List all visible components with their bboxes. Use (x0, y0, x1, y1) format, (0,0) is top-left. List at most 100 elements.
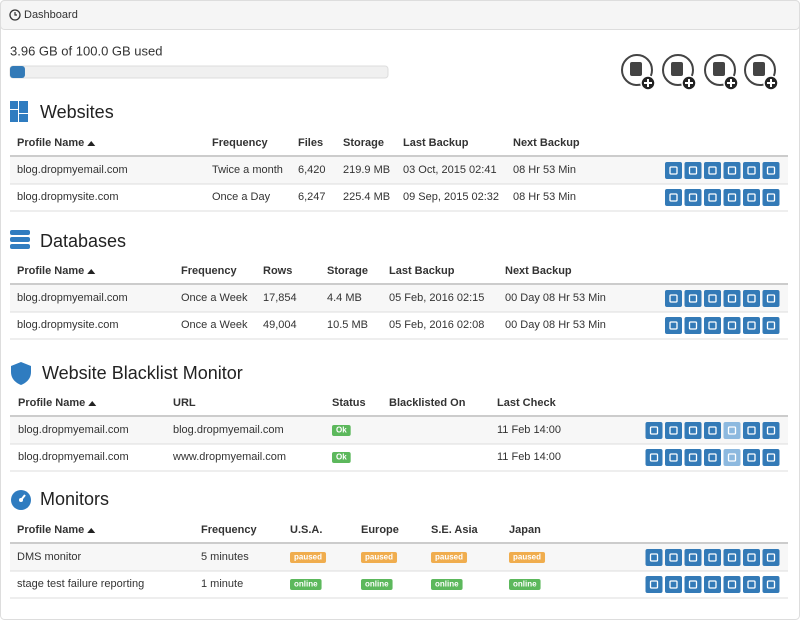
action-button[interactable] (665, 449, 682, 466)
action-button-bg[interactable] (704, 162, 721, 179)
action-button[interactable] (704, 189, 721, 206)
action-button[interactable] (743, 449, 760, 466)
sort-caret[interactable] (87, 141, 96, 146)
action-button[interactable] (665, 576, 682, 593)
action-button[interactable] (684, 449, 702, 466)
action-button[interactable] (723, 290, 741, 307)
action-button[interactable] (743, 162, 760, 179)
action-button[interactable] (723, 162, 741, 179)
action-button-bg[interactable] (762, 290, 780, 307)
action-button-bg[interactable] (665, 317, 682, 334)
action-button-bg[interactable] (743, 162, 760, 179)
action-button-bg[interactable] (762, 549, 780, 566)
sort-caret[interactable] (87, 528, 96, 533)
action-button-bg[interactable] (762, 162, 780, 179)
action-button-bg[interactable] (743, 290, 760, 307)
action-button[interactable] (665, 162, 682, 179)
action-button[interactable] (704, 549, 721, 566)
action-button[interactable] (704, 422, 721, 439)
action-button-bg[interactable] (743, 189, 760, 206)
action-button-bg[interactable] (762, 317, 780, 334)
action-button[interactable] (665, 317, 682, 334)
action-button-bg[interactable] (723, 576, 741, 593)
action-button[interactable] (704, 290, 721, 307)
action-button[interactable] (704, 317, 721, 334)
action-button[interactable] (723, 422, 741, 439)
action-button[interactable] (743, 576, 760, 593)
action-button-bg[interactable] (684, 290, 702, 307)
action-button-bg[interactable] (704, 189, 721, 206)
action-button[interactable] (684, 290, 702, 307)
action-button[interactable] (723, 189, 741, 206)
action-button-bg[interactable] (762, 449, 780, 466)
action-button[interactable] (684, 189, 702, 206)
action-button-bg[interactable] (704, 549, 721, 566)
action-button-bg[interactable] (684, 449, 702, 466)
action-button-bg[interactable] (723, 317, 741, 334)
action-button[interactable] (762, 162, 780, 179)
action-button[interactable] (743, 549, 760, 566)
action-button[interactable] (684, 422, 702, 439)
action-button[interactable] (723, 576, 741, 593)
action-button-bg[interactable] (684, 422, 702, 439)
action-button[interactable] (762, 290, 780, 307)
action-button[interactable] (684, 549, 702, 566)
action-button-bg[interactable] (743, 576, 760, 593)
action-button[interactable] (665, 422, 682, 439)
action-button-bg[interactable] (704, 317, 721, 334)
action-button-bg[interactable] (684, 576, 702, 593)
action-button[interactable] (743, 317, 760, 334)
action-button[interactable] (684, 317, 702, 334)
action-button[interactable] (743, 290, 760, 307)
action-button-bg[interactable] (704, 576, 721, 593)
action-button-bg[interactable] (743, 449, 760, 466)
action-button[interactable] (704, 449, 721, 466)
action-button-bg[interactable] (723, 162, 741, 179)
action-button-bg[interactable] (665, 189, 682, 206)
action-button-bg[interactable] (645, 422, 663, 439)
action-button-bg[interactable] (743, 549, 760, 566)
action-button-bg[interactable] (704, 290, 721, 307)
action-button[interactable] (762, 422, 780, 439)
action-button-bg[interactable] (665, 162, 682, 179)
action-button-bg[interactable] (743, 422, 760, 439)
action-button-bg[interactable] (665, 290, 682, 307)
action-button[interactable] (723, 549, 741, 566)
action-button[interactable] (762, 317, 780, 334)
action-button[interactable] (684, 162, 702, 179)
action-button-bg[interactable] (684, 189, 702, 206)
action-button-bg[interactable] (723, 290, 741, 307)
action-button-bg[interactable] (704, 449, 721, 466)
action-button[interactable] (645, 422, 663, 439)
action-button[interactable] (762, 449, 780, 466)
action-button-bg[interactable] (684, 317, 702, 334)
action-button-bg[interactable] (665, 549, 682, 566)
action-button-bg[interactable] (762, 422, 780, 439)
action-button[interactable] (762, 189, 780, 206)
action-button-bg[interactable] (704, 422, 721, 439)
action-button[interactable] (762, 576, 780, 593)
action-button-bg[interactable] (723, 449, 741, 466)
action-button[interactable] (704, 576, 721, 593)
action-button-bg[interactable] (645, 549, 663, 566)
action-button[interactable] (665, 549, 682, 566)
action-button-bg[interactable] (684, 162, 702, 179)
action-button[interactable] (645, 549, 663, 566)
action-button[interactable] (645, 449, 663, 466)
action-button-bg[interactable] (665, 449, 682, 466)
action-button-bg[interactable] (645, 576, 663, 593)
sort-caret[interactable] (88, 401, 97, 406)
action-button-bg[interactable] (762, 576, 780, 593)
action-button-bg[interactable] (723, 549, 741, 566)
action-button-bg[interactable] (743, 317, 760, 334)
action-button-bg[interactable] (684, 549, 702, 566)
action-button[interactable] (684, 576, 702, 593)
action-button-bg[interactable] (762, 189, 780, 206)
action-button[interactable] (743, 422, 760, 439)
action-button-bg[interactable] (723, 189, 741, 206)
action-button[interactable] (762, 549, 780, 566)
action-button-bg[interactable] (665, 576, 682, 593)
action-button-bg[interactable] (723, 422, 741, 439)
sort-caret[interactable] (87, 269, 96, 274)
action-button-bg[interactable] (645, 449, 663, 466)
